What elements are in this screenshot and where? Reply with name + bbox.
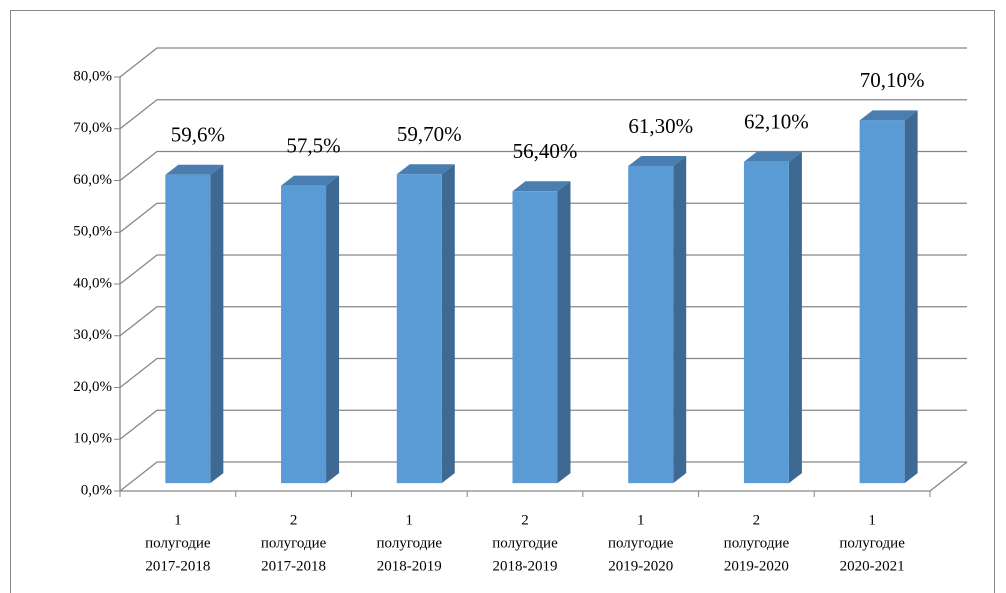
bar-side — [788, 151, 802, 484]
y-tick-label: 80,0% — [73, 68, 112, 84]
y-tick-label: 40,0% — [73, 275, 112, 291]
x-tick-label: 2019-2020 — [724, 558, 789, 574]
x-tick-label: полугодие — [724, 535, 790, 551]
x-tick-label: 1 — [868, 512, 876, 528]
bar-top — [512, 181, 571, 192]
x-tick-label: 1 — [406, 512, 414, 528]
bar-side — [673, 155, 687, 484]
x-tick-label: 2 — [521, 512, 529, 528]
y-tick-label: 20,0% — [73, 379, 112, 395]
y-tick-label: 30,0% — [73, 327, 112, 343]
bar-side — [557, 181, 571, 484]
x-tick-label: 2018-2019 — [377, 558, 442, 574]
bar-top — [628, 155, 687, 166]
grid-line — [119, 409, 967, 440]
bar-top — [743, 151, 802, 162]
bar-side — [441, 164, 455, 484]
bar-top — [859, 110, 918, 121]
grid-line — [119, 47, 967, 78]
x-tick-label: 1 — [637, 512, 645, 528]
x-tick-label: 2017-2018 — [145, 558, 210, 574]
chart-border — [10, 10, 995, 593]
bar-side — [326, 175, 340, 484]
bar — [165, 174, 211, 484]
y-tick-label: 50,0% — [73, 224, 112, 240]
bar — [396, 174, 442, 484]
grid-line — [119, 357, 967, 389]
data-label: 59,6% — [171, 123, 225, 147]
data-label: 70,10% — [860, 68, 925, 92]
y-tick-label: 70,0% — [73, 120, 112, 136]
x-tick-label: 2019-2020 — [608, 558, 673, 574]
grid-line — [119, 306, 967, 337]
x-tick-label: 2 — [753, 512, 761, 528]
x-tick-label: полугодие — [377, 535, 443, 551]
data-label: 59,70% — [397, 122, 462, 146]
data-label: 57,5% — [286, 133, 340, 157]
data-label: 62,10% — [744, 110, 809, 134]
data-label: 56,40% — [513, 139, 578, 163]
bar — [628, 165, 674, 484]
y-tick-label: 60,0% — [73, 172, 112, 188]
bar-top — [396, 164, 455, 175]
x-tick-label: полугодие — [261, 535, 327, 551]
bar-top — [165, 164, 224, 175]
floor-edge — [929, 461, 968, 492]
grid-line — [119, 202, 967, 233]
x-tick-label: 2018-2019 — [493, 558, 558, 574]
x-tick-label: 1 — [174, 512, 182, 528]
bar — [859, 120, 905, 484]
y-tick-label: 10,0% — [73, 431, 112, 447]
x-tick-label: полугодие — [839, 535, 905, 551]
x-tick-label: 2 — [290, 512, 298, 528]
y-tick-label: 0,0% — [81, 482, 112, 498]
grid-line — [119, 150, 967, 182]
grid-line — [119, 99, 967, 130]
bar — [743, 161, 789, 484]
bar — [512, 191, 558, 484]
bar — [281, 185, 327, 484]
x-tick-label: полугодие — [608, 535, 674, 551]
bar-top — [281, 175, 340, 186]
x-tick-label: 2017-2018 — [261, 558, 326, 574]
data-label: 61,30% — [628, 114, 693, 138]
bar-side — [210, 164, 224, 484]
bar-side — [904, 110, 918, 484]
x-tick-label: 2020-2021 — [840, 558, 905, 574]
x-tick-label: полугодие — [145, 535, 211, 551]
grid-line — [119, 461, 967, 492]
x-tick-label: полугодие — [492, 535, 558, 551]
grid-line — [119, 254, 967, 285]
